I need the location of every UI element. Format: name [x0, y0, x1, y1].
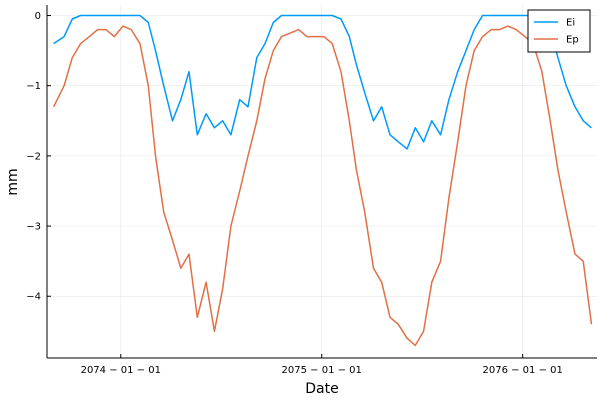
legend-label-ep: Ep — [566, 35, 579, 46]
legend-box — [527, 9, 591, 53]
y-tick-label: −1 — [26, 81, 41, 92]
series-line-ep — [52, 25, 593, 347]
x-tick-label: 2076 − 01 − 01 — [482, 365, 562, 376]
y-tick-label: −4 — [26, 292, 41, 303]
y-tick-label: 0 — [35, 11, 41, 22]
legend: Ei Ep — [527, 9, 591, 53]
y-ticks: 0 −1 −2 −3 −4 — [26, 11, 51, 303]
series-lines — [52, 14, 593, 347]
x-tick-label: 2075 − 01 − 01 — [282, 365, 362, 376]
series-line-ei — [53, 14, 592, 150]
legend-label-ei: Ei — [566, 18, 575, 29]
y-axis-title: mm — [5, 168, 21, 195]
x-ticks: 2074 − 01 − 01 2075 − 01 − 01 2076 − 01 − … — [81, 354, 563, 376]
y-tick-label: −2 — [26, 151, 41, 162]
x-axis-title: Date — [305, 381, 338, 397]
y-tick-label: −3 — [26, 222, 41, 233]
x-tick-label: 2074 − 01 − 01 — [81, 365, 161, 376]
